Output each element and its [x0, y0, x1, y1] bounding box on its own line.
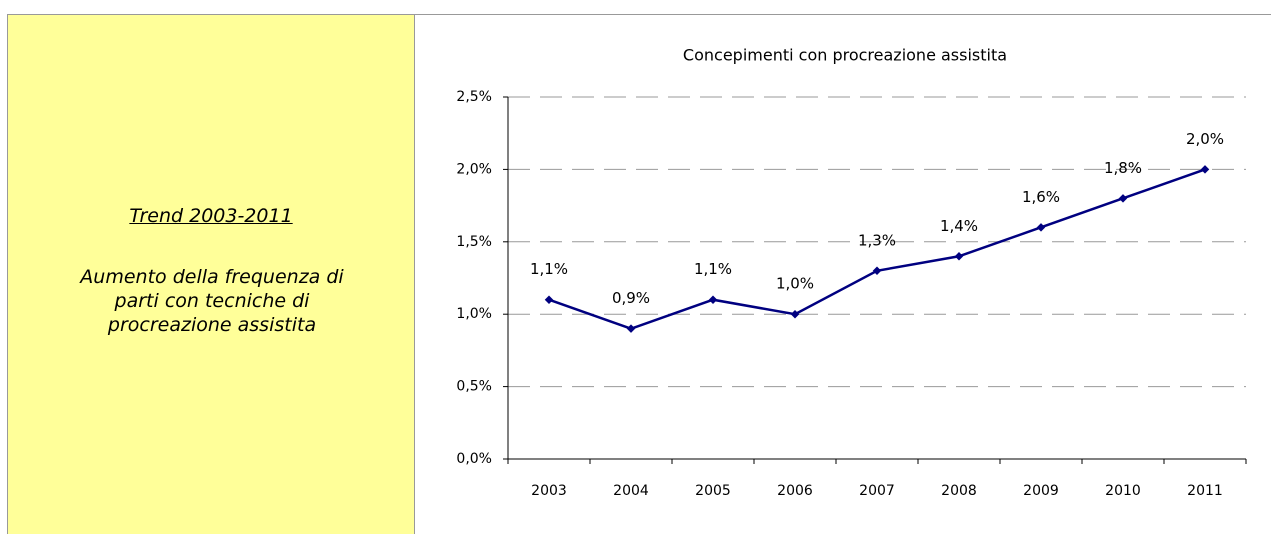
data-label: 1,1%	[694, 260, 732, 278]
data-point	[1036, 223, 1046, 232]
data-label: 1,8%	[1104, 159, 1142, 177]
data-label: 1,4%	[940, 217, 978, 235]
data-label: 1,0%	[776, 275, 814, 293]
data-label: 0,9%	[612, 289, 650, 307]
data-point	[954, 252, 964, 261]
data-label: 1,6%	[1022, 188, 1060, 206]
data-label: 2,0%	[1186, 130, 1224, 148]
x-tick-label: 2010	[1105, 483, 1141, 499]
x-tick-label: 2007	[859, 483, 895, 499]
data-point	[544, 295, 554, 304]
chart-title: Concepimenti con procreazione assistita	[683, 46, 1007, 65]
y-tick-label: 1,0%	[456, 306, 492, 322]
y-tick-label: 2,0%	[456, 161, 492, 177]
x-tick-label: 2011	[1187, 483, 1223, 499]
data-point	[1118, 194, 1128, 203]
x-tick-label: 2008	[941, 483, 977, 499]
data-point	[708, 295, 718, 304]
x-tick-label: 2009	[1023, 483, 1059, 499]
y-tick-label: 1,5%	[456, 234, 492, 250]
data-point	[626, 324, 636, 333]
panel-text: Aumento della frequenza di parti con tec…	[80, 266, 344, 336]
panel-heading: Trend 2003-2011	[129, 205, 293, 227]
x-tick-label: 2004	[613, 483, 649, 499]
x-tick-label: 2006	[777, 483, 813, 499]
y-tick-label: 0,5%	[456, 379, 492, 395]
y-tick-label: 2,5%	[456, 89, 492, 105]
x-tick-label: 2005	[695, 483, 731, 499]
y-tick-label: 0,0%	[456, 451, 492, 467]
data-label: 1,3%	[858, 231, 896, 249]
data-point	[872, 266, 882, 276]
data-point	[1200, 165, 1210, 174]
x-tick-label: 2003	[531, 483, 567, 499]
border	[415, 14, 1271, 15]
info-panel: Trend 2003-2011 Aumento della frequenza …	[7, 14, 415, 534]
data-point	[790, 309, 800, 319]
data-label: 1,1%	[530, 260, 568, 278]
